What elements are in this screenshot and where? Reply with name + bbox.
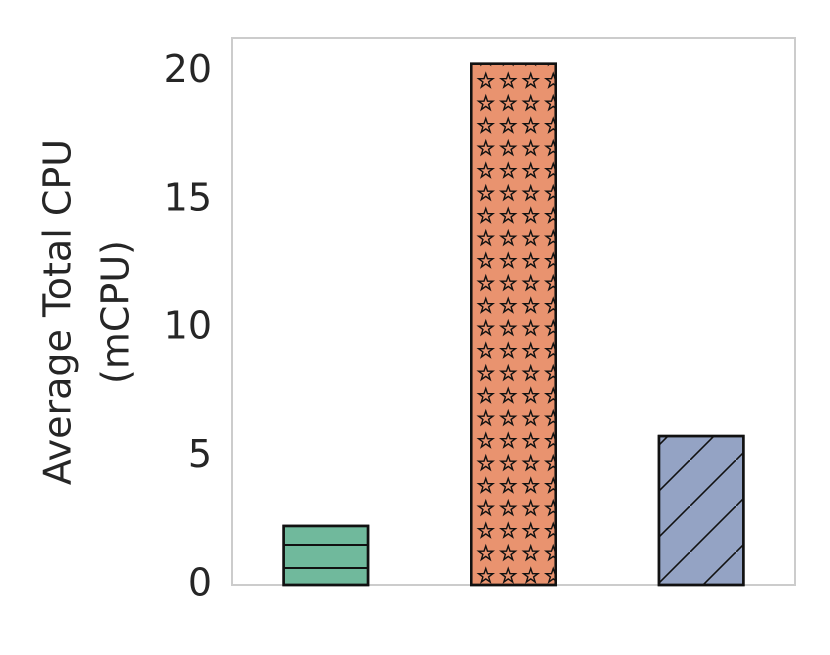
bar-hatch (657, 434, 745, 587)
y-axis-label-line: (mCPU) (94, 240, 138, 384)
y-axis-label: Average Total CPU (mCPU) (36, 139, 138, 485)
y-tick-label: 15 (164, 175, 212, 219)
y-tick-label: 20 (164, 47, 212, 91)
y-axis-label-line: Average Total CPU (36, 139, 80, 485)
y-tick-label: 10 (164, 304, 212, 348)
bar-hatch (470, 62, 557, 587)
bar-hatch (282, 524, 370, 587)
y-tick-label: 0 (188, 561, 212, 605)
y-tick-label: 5 (188, 432, 212, 476)
